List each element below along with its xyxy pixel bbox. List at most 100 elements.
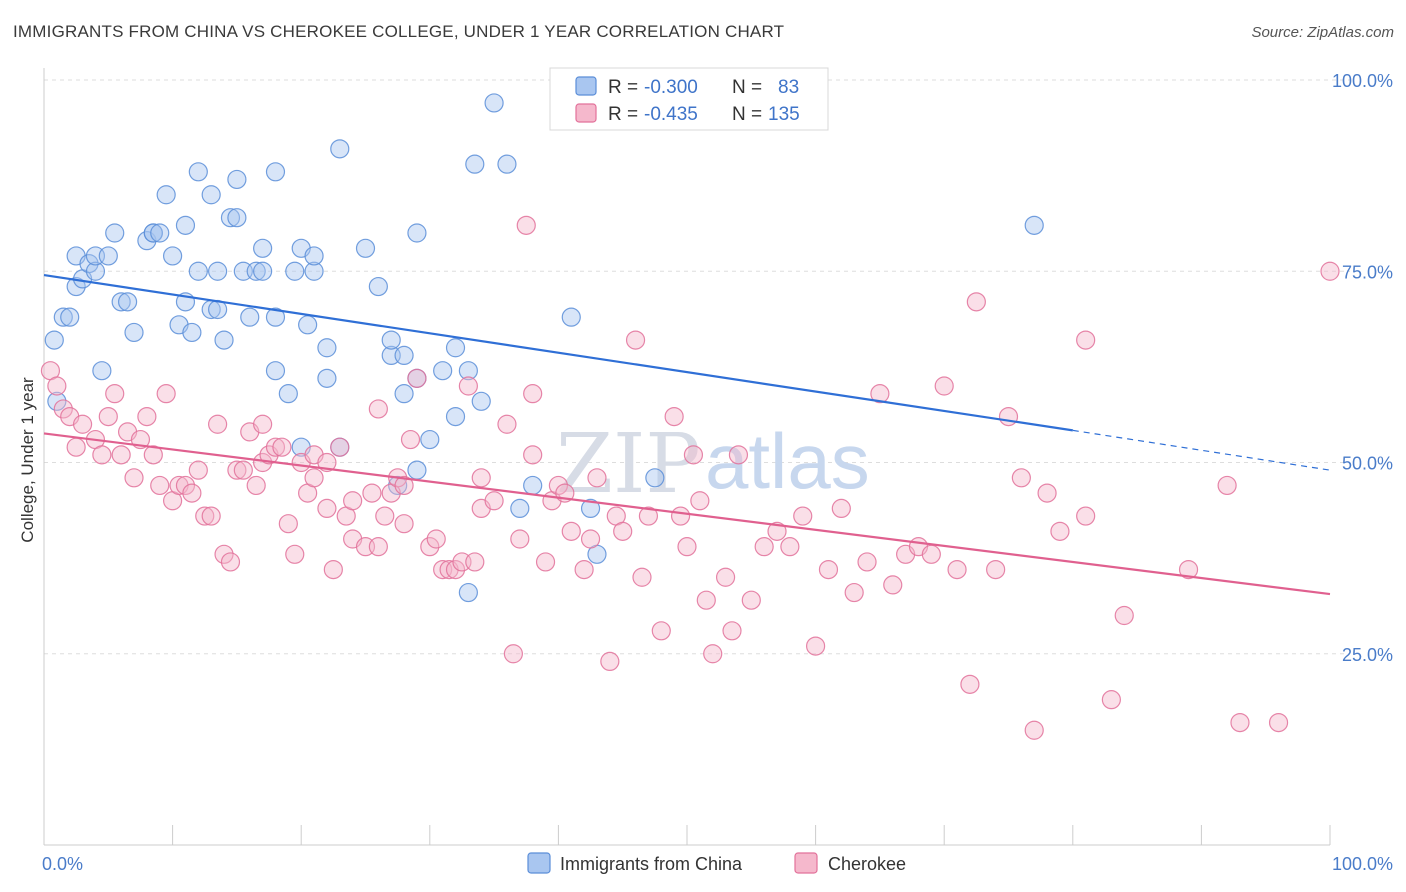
cherokee-point-97 [690,491,710,511]
cherokee-point-70 [471,468,491,488]
cherokee-point-134 [1230,712,1250,733]
china-point-45 [285,261,305,281]
cherokee-point-62 [426,529,446,549]
cherokee-point-109 [818,559,839,580]
cherokee-point-102 [728,445,749,465]
trend-line-cherokee [43,432,1331,596]
cherokee-point-105 [767,521,787,541]
cherokee-point-90 [632,567,652,587]
china-point-30 [208,261,228,281]
legend-bottom-cherokee-label: Cherokee [828,854,906,874]
cherokee-point-75 [516,215,536,235]
cherokee-point-61 [420,537,440,557]
china-point-79 [645,468,665,488]
cherokee-point-78 [535,552,556,572]
china-point-66 [433,361,453,381]
cherokee-point-84 [580,529,601,549]
cherokee-point-31 [246,475,266,496]
china-point-7 [79,254,99,274]
china-point-64 [407,460,427,480]
cherokee-point-44 [317,498,337,518]
cherokee-point-123 [998,407,1019,427]
china-point-62 [407,223,427,243]
china-point-33 [220,208,241,228]
legend-bottom-cherokee-swatch [794,852,818,874]
y-axis-label: College, Under 1 year [18,377,37,543]
cherokee-point-95 [677,537,697,557]
cherokee-point-24 [201,506,221,526]
cherokee-point-16 [150,475,170,496]
series-china-points [44,93,1044,603]
china-point-2 [53,307,73,327]
china-point-18 [143,223,163,243]
cherokee-point-73 [503,644,523,664]
china-point-21 [163,246,183,266]
cherokee-point-27 [220,552,241,572]
china-point-25 [182,322,202,343]
legend-china-n-value: 83 [778,77,799,98]
cherokee-point-124 [1011,468,1031,488]
china-point-0 [47,391,67,411]
legend-cherokee-r-value: -0.435 [644,104,698,125]
legend-cherokee-r-label: R = [608,104,638,125]
china-point-72 [471,391,491,411]
cherokee-point-89 [625,330,646,350]
china-point-34 [227,208,247,228]
china-point-48 [298,315,318,335]
china-point-41 [265,162,286,182]
source-credit: Source: ZipAtlas.com [1251,24,1394,41]
china-point-42 [265,307,286,327]
cherokee-point-35 [265,437,286,457]
legend-cherokee-swatch [575,103,597,123]
china-point-61 [394,345,414,365]
cherokee-point-43 [317,452,337,473]
china-point-15 [124,322,144,343]
watermark-zip: ZIP [556,417,701,512]
cherokee-point-23 [195,506,215,526]
china-point-24 [175,215,196,235]
cherokee-point-2 [53,399,73,419]
cherokee-point-41 [304,468,324,488]
cherokee-point-101 [722,621,742,641]
cherokee-point-126 [1037,483,1057,503]
cherokee-point-37 [278,514,298,534]
cherokee-point-7 [92,445,112,465]
cherokee-point-110 [831,498,851,518]
cherokee-point-99 [703,644,723,664]
china-point-69 [458,582,478,603]
china-point-60 [394,384,414,404]
x-tick-label-0: 0.0% [42,854,83,874]
cherokee-point-112 [857,552,877,572]
cherokee-point-68 [465,552,485,572]
cherokee-point-135 [1268,712,1289,733]
cherokee-point-4 [66,437,86,457]
cherokee-point-129 [1076,330,1096,350]
cherokee-point-21 [182,483,202,503]
trend-lines [43,273,1331,596]
cherokee-point-91 [638,506,659,526]
cherokee-point-117 [921,544,941,564]
cherokee-point-83 [574,559,594,580]
cherokee-point-121 [966,292,986,312]
x-tick-labels: 0.0% 100.0% [42,854,1393,874]
china-point-14 [117,292,138,312]
china-point-32 [214,330,234,350]
china-point-37 [240,307,260,327]
cherokee-point-20 [175,475,196,496]
cherokee-point-22 [188,460,208,480]
china-point-51 [317,338,337,358]
trend-line-china [43,273,1073,432]
china-point-50 [304,246,324,266]
cherokee-point-36 [272,437,292,457]
china-point-20 [156,185,176,205]
cherokee-point-67 [458,376,478,396]
china-point-3 [60,307,80,327]
cherokee-point-46 [330,437,350,457]
china-point-10 [92,361,112,381]
china-point-49 [304,261,324,281]
cherokee-point-106 [780,537,800,557]
cherokee-point-131 [1114,605,1134,626]
china-point-52 [317,368,337,388]
china-point-81 [580,498,601,518]
